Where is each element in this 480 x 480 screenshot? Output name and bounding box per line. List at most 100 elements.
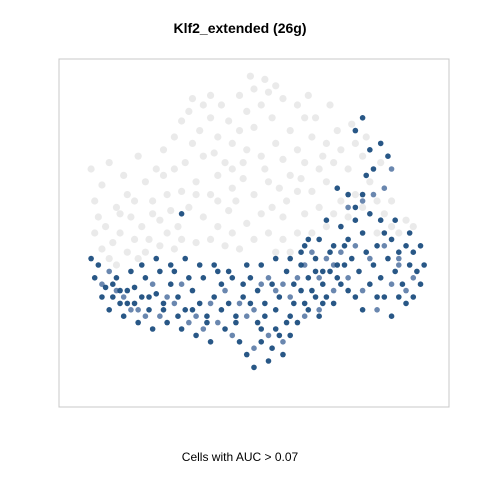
background-cell <box>185 107 193 115</box>
mid-auc-cell <box>316 275 322 281</box>
background-cell <box>308 133 316 141</box>
background-cell <box>322 139 330 147</box>
high-auc-cell <box>178 326 185 332</box>
background-cell <box>326 101 334 109</box>
high-auc-cell <box>377 275 384 281</box>
high-auc-cell <box>157 268 163 275</box>
high-auc-cell <box>374 294 380 300</box>
mid-auc-cell <box>120 294 127 300</box>
high-auc-cell <box>131 284 138 291</box>
high-auc-cell <box>305 275 312 281</box>
high-auc-cell <box>175 294 181 300</box>
chart-caption: Cells with AUC > 0.07 <box>181 450 299 464</box>
background-cell <box>196 127 204 135</box>
mid-auc-cell <box>265 332 272 339</box>
high-auc-cell <box>138 262 145 268</box>
high-auc-cell <box>338 281 344 288</box>
background-cell <box>279 95 287 103</box>
background-cell <box>130 197 139 205</box>
background-cell <box>178 117 186 125</box>
mid-auc-cell <box>367 255 373 262</box>
background-cell <box>101 223 110 231</box>
background-cell <box>159 171 168 179</box>
background-cell <box>246 72 254 80</box>
background-cell <box>282 197 291 205</box>
background-cell <box>257 101 265 109</box>
high-auc-cell <box>269 345 275 352</box>
high-auc-cell <box>113 275 120 281</box>
high-auc-cell <box>352 217 359 223</box>
background-cell <box>156 216 164 224</box>
mid-auc-cell <box>171 300 178 307</box>
high-auc-cell <box>272 326 279 332</box>
high-auc-cell <box>319 268 326 275</box>
high-auc-cell <box>258 339 265 345</box>
background-cell <box>330 159 338 167</box>
high-auc-cell <box>348 255 355 262</box>
background-cell <box>293 146 302 154</box>
high-auc-cell <box>377 140 384 147</box>
high-auc-cell <box>291 300 297 307</box>
background-cell <box>333 127 341 135</box>
background-cell <box>192 178 200 186</box>
background-cell <box>293 229 302 237</box>
mid-auc-cell <box>265 275 272 281</box>
background-cell <box>225 117 233 125</box>
mid-auc-cell <box>243 313 250 320</box>
high-auc-cell <box>334 262 341 268</box>
background-cell <box>304 91 312 99</box>
background-cell <box>268 203 276 211</box>
high-auc-cell <box>334 185 341 191</box>
high-auc-cell <box>367 147 373 153</box>
background-cell <box>170 245 178 253</box>
high-auc-cell <box>359 307 366 313</box>
high-auc-cell <box>363 249 370 255</box>
background-cell <box>250 191 258 199</box>
high-auc-cell <box>149 326 156 332</box>
high-auc-cell <box>294 319 301 326</box>
high-auc-cell <box>309 287 315 294</box>
high-auc-cell <box>345 236 351 243</box>
high-auc-cell <box>106 307 112 313</box>
high-auc-cell <box>319 300 326 307</box>
high-auc-cell <box>283 319 290 326</box>
high-auc-cell <box>251 364 257 371</box>
background-cell <box>98 245 106 253</box>
high-auc-cell <box>128 268 134 275</box>
mid-auc-cell <box>149 281 156 288</box>
mid-auc-cell <box>301 313 308 320</box>
background-cell <box>141 248 149 256</box>
background-cell <box>293 187 302 195</box>
high-auc-cell <box>291 281 297 288</box>
background-cell <box>221 242 229 250</box>
background-cell <box>286 248 294 256</box>
background-cell <box>373 229 381 237</box>
high-auc-cell <box>403 243 409 249</box>
high-auc-cell <box>218 281 225 288</box>
background-cell <box>192 191 200 199</box>
background-cell <box>206 91 215 99</box>
high-auc-cell <box>258 326 265 332</box>
background-cell <box>123 191 131 199</box>
background-cell <box>214 133 222 141</box>
high-auc-cell <box>392 268 398 275</box>
high-auc-cell <box>272 255 279 262</box>
high-auc-cell <box>396 294 402 300</box>
background-cell <box>409 223 417 231</box>
high-auc-cell <box>211 262 217 268</box>
high-auc-cell <box>359 230 366 236</box>
mid-auc-cell <box>359 198 366 204</box>
high-auc-cell <box>301 300 308 307</box>
background-cell <box>206 191 215 199</box>
high-auc-cell <box>417 281 424 288</box>
background-cell <box>319 152 327 160</box>
high-auc-cell <box>283 268 290 275</box>
high-auc-cell <box>323 294 330 300</box>
high-auc-cell <box>240 294 246 300</box>
background-cell <box>199 213 207 221</box>
mid-auc-cell <box>352 243 359 249</box>
background-cell <box>206 235 215 243</box>
mid-auc-cell <box>186 319 192 326</box>
background-cell <box>261 75 269 83</box>
background-cell <box>395 229 403 237</box>
